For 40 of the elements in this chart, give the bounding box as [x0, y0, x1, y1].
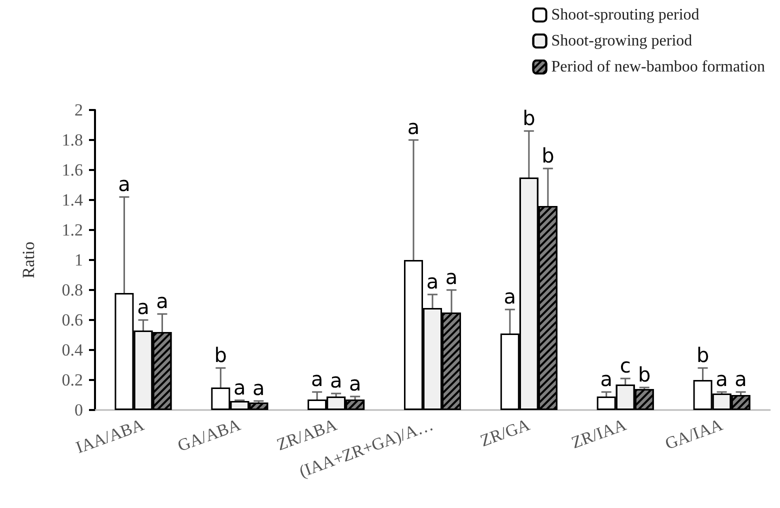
y-tick-label: 0.2 [62, 370, 83, 390]
annotation: b [696, 343, 710, 367]
annotation: a [310, 367, 324, 391]
annotation: a [234, 375, 246, 400]
annotation: b [638, 362, 651, 386]
annotation: a [252, 376, 265, 400]
annotation: a [426, 270, 439, 294]
annotation: a [348, 372, 362, 396]
annotation: a [118, 172, 130, 196]
annotation: a [445, 265, 458, 289]
annotation: a [407, 115, 420, 139]
annotation: b [214, 343, 227, 367]
x-tick-label: ZR/IAA [568, 414, 630, 452]
y-tick-label: 0 [74, 400, 83, 420]
y-tick-label: 2 [74, 100, 83, 120]
annotation: a [156, 289, 168, 313]
y-tick-label: 1.2 [62, 220, 83, 240]
x-tick-label: ZR/GA [478, 414, 533, 450]
annotation: a [600, 367, 612, 391]
annotation: a [734, 367, 747, 391]
y-tick-label: 0.6 [62, 310, 83, 330]
y-tick-label: 1.8 [62, 130, 83, 150]
y-tick-label: 1.4 [62, 190, 84, 210]
annotation: a [137, 295, 150, 319]
legend-label: Shoot-growing period [551, 32, 692, 50]
annotation: b [542, 144, 554, 168]
annotation: a [504, 284, 516, 308]
x-tick-label: GA/IAA [662, 414, 726, 454]
annotation: b [522, 106, 536, 130]
legend-label: Period of new-bamboo formation [551, 58, 766, 76]
annotation: c [620, 354, 631, 378]
y-tick-label: 0.4 [62, 340, 84, 360]
y-tick-label: 1.6 [62, 160, 83, 180]
annotation: a [330, 368, 342, 392]
y-tick-label: 1 [74, 250, 83, 270]
y-tick-label: 0.8 [62, 280, 83, 300]
annotation: a [716, 367, 728, 391]
bar [404, 260, 423, 410]
legend-label: Shoot-sprouting period [551, 6, 700, 24]
y-axis-title: Ratio [19, 242, 38, 278]
